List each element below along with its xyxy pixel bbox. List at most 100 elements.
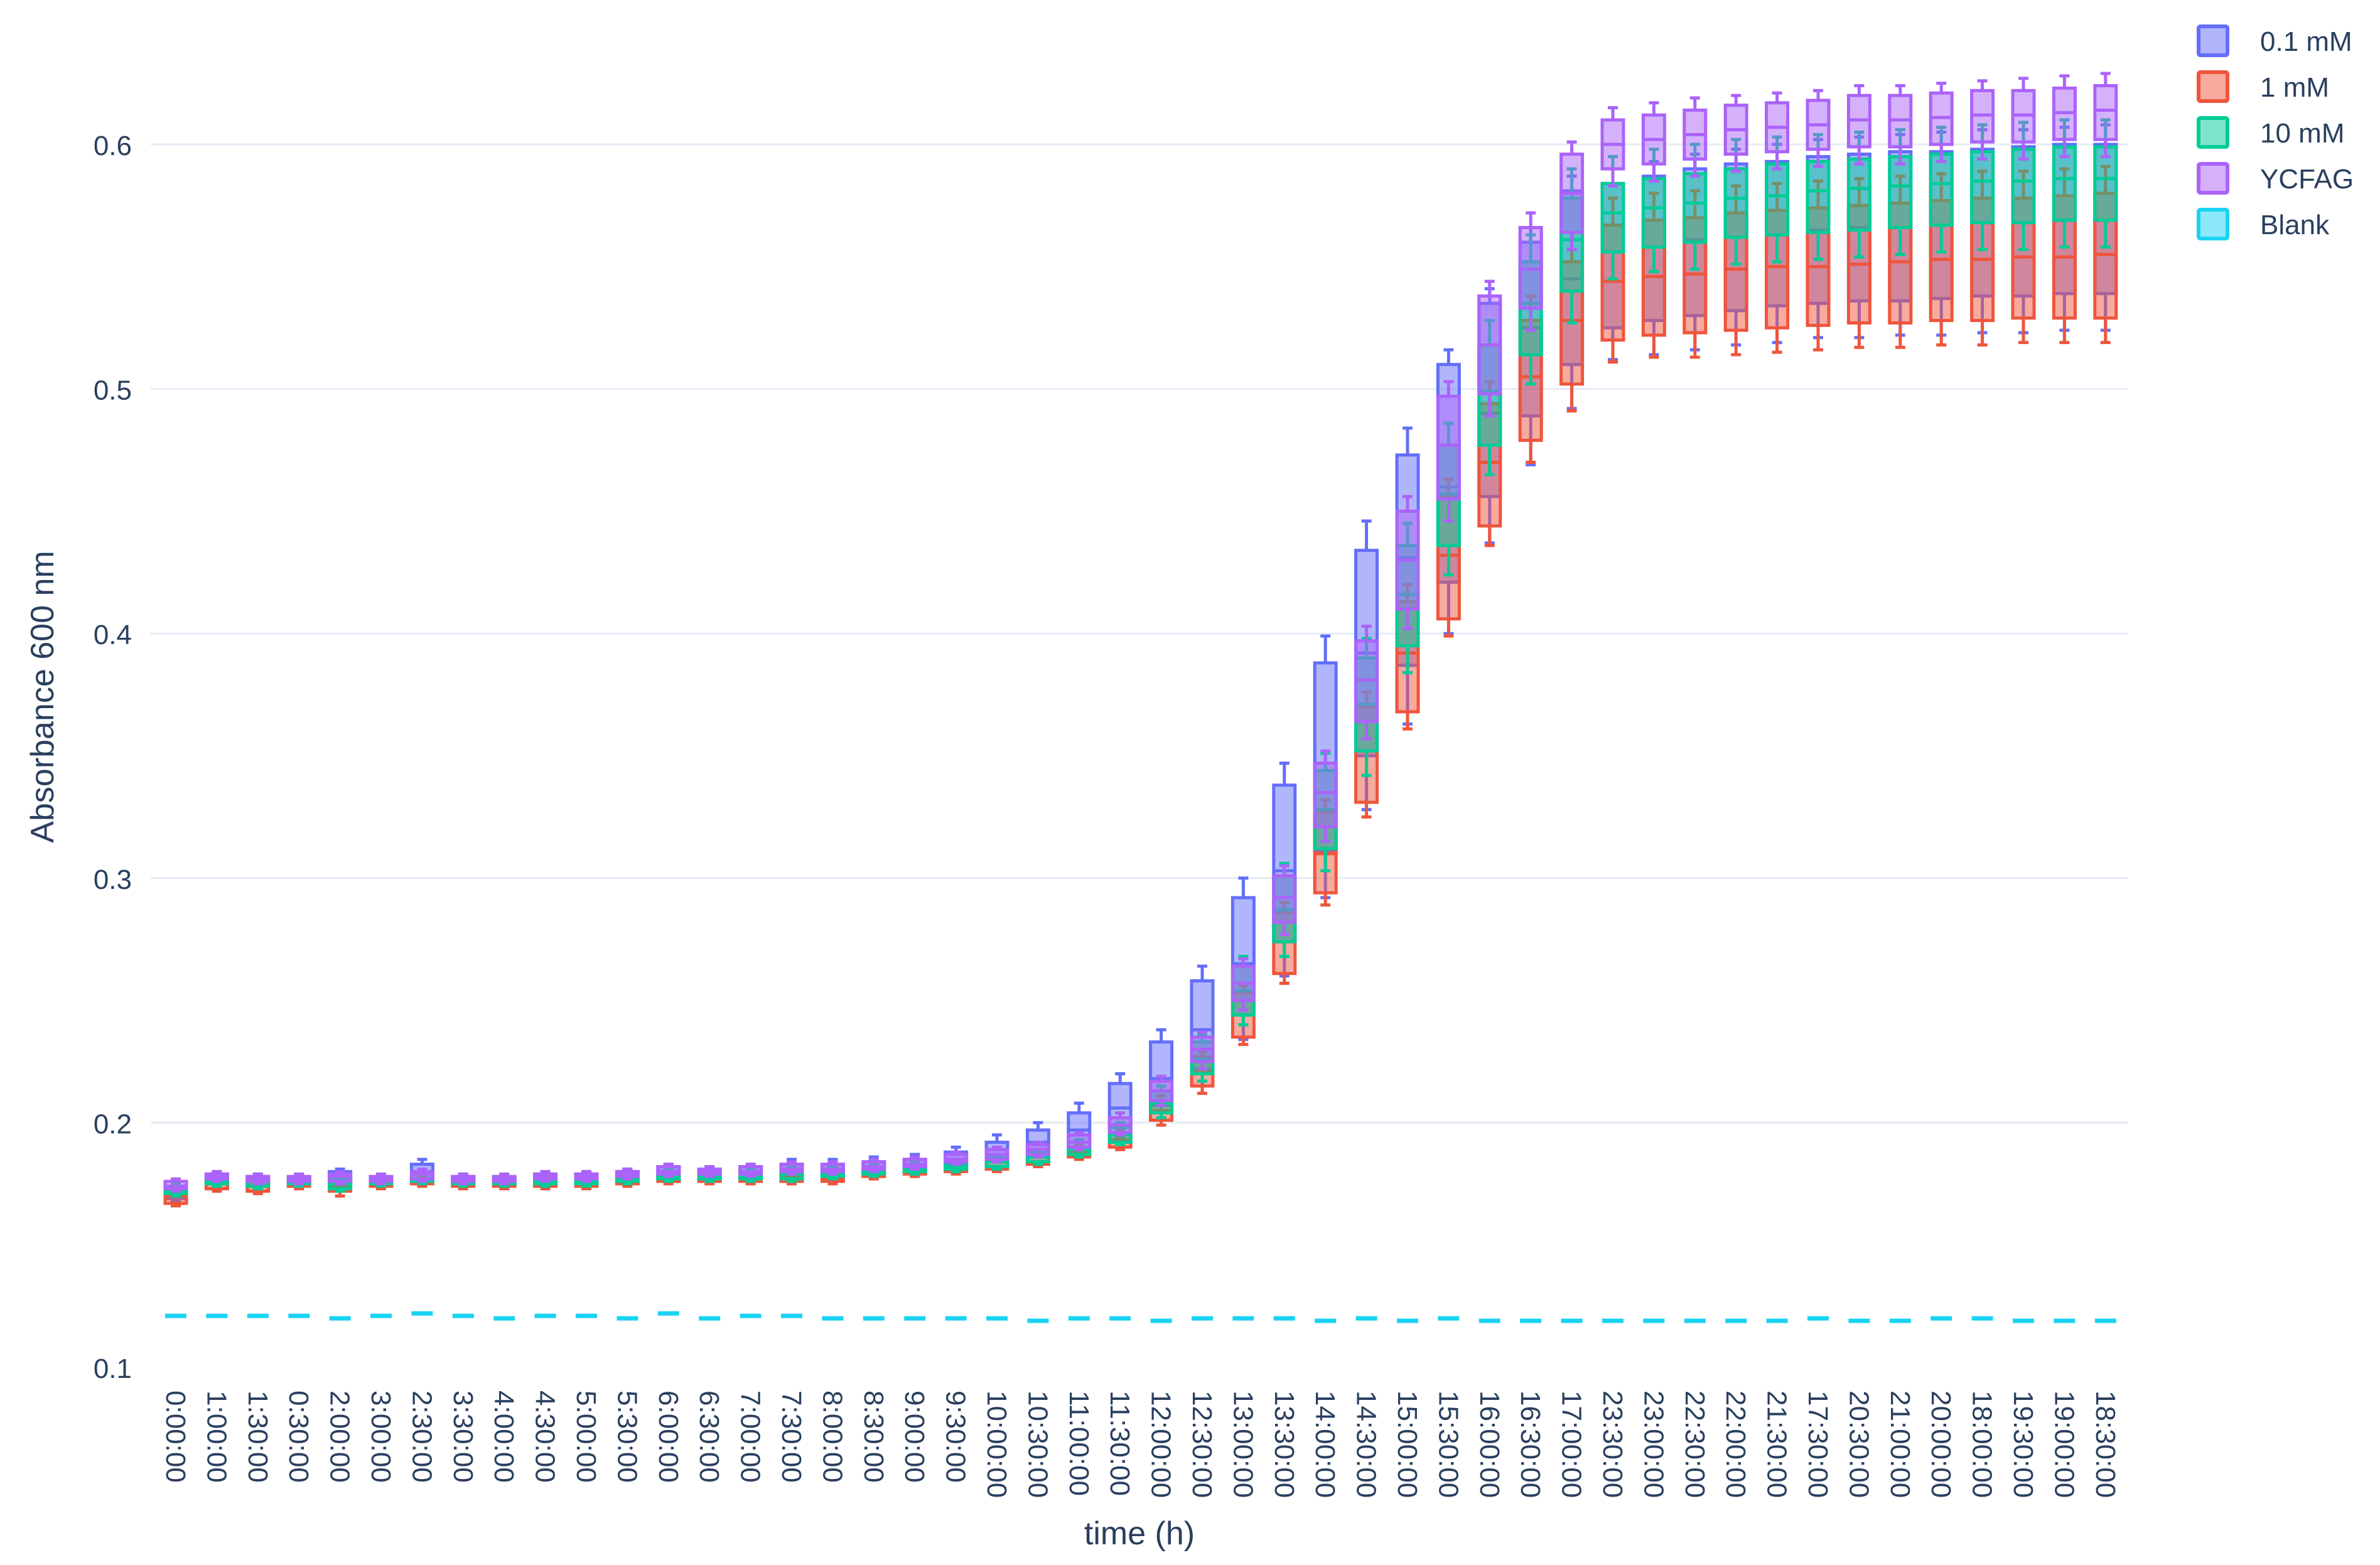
x-tick-label: 8:00:00 xyxy=(817,1390,848,1483)
x-tick-label: 21:30:00 xyxy=(1762,1390,1792,1498)
legend-item-ycfag[interactable]: YCFAG xyxy=(2197,162,2354,195)
box xyxy=(451,1172,476,1186)
box xyxy=(1723,94,1748,173)
box xyxy=(656,1163,681,1178)
legend-swatch xyxy=(2197,162,2229,195)
x-tick-label: 17:30:00 xyxy=(1802,1390,1833,1498)
y-tick-label: 0.6 xyxy=(94,131,132,161)
y-tick-label: 0.2 xyxy=(94,1109,132,1139)
legend-item-1-mm[interactable]: 1 mM xyxy=(2197,70,2329,103)
x-tick-label: 5:00:00 xyxy=(571,1390,601,1483)
box xyxy=(1765,91,1790,171)
box xyxy=(2011,121,2036,252)
box xyxy=(1313,749,1338,843)
box xyxy=(204,1170,229,1183)
x-tick-label: 4:00:00 xyxy=(488,1390,519,1483)
legend-item-10-mm[interactable]: 10 mM xyxy=(2197,116,2344,149)
box xyxy=(1929,82,1954,163)
x-tick-label: 19:00:00 xyxy=(2049,1390,2079,1498)
x-tick-label: 20:30:00 xyxy=(1843,1390,1874,1498)
box xyxy=(861,1158,886,1173)
box-body xyxy=(1723,167,1748,239)
x-tick-label: 7:00:00 xyxy=(735,1390,766,1483)
series-ycfag xyxy=(163,72,2118,1193)
x-tick-label: 21:00:00 xyxy=(1885,1390,1915,1498)
x-tick-label: 5:30:00 xyxy=(611,1390,642,1483)
x-tick-label: 19:30:00 xyxy=(2008,1390,2038,1498)
legend[interactable]: 0.1 mM 1 mM 10 mM YCFAG Blank xyxy=(2197,24,2354,240)
box xyxy=(1025,1141,1050,1159)
box xyxy=(1600,106,1625,188)
box xyxy=(2052,74,2077,158)
box xyxy=(2093,72,2118,158)
box-body xyxy=(2052,145,2077,222)
legend-label: 0.1 mM xyxy=(2260,26,2352,57)
box-body xyxy=(1806,159,1831,234)
x-tick-label: 22:00:00 xyxy=(1720,1390,1751,1498)
legend-swatch xyxy=(2197,208,2229,240)
x-tick-label: 9:30:00 xyxy=(940,1390,971,1483)
x-tick-label: 8:30:00 xyxy=(858,1390,889,1483)
x-tick-label: 3:00:00 xyxy=(365,1390,396,1483)
x-tick-label: 23:00:00 xyxy=(1638,1390,1669,1498)
y-tick-labels: 0.1 0.2 0.3 0.4 0.5 0.6 xyxy=(94,131,132,1384)
x-tick-label: 4:30:00 xyxy=(530,1390,561,1483)
x-tick-labels: 0:00:00 1:00:00 1:30:00 0:30:00 2:00:00 3:00:… xyxy=(160,1390,2121,1498)
x-tick-label: 3:30:00 xyxy=(448,1390,478,1483)
box xyxy=(533,1170,558,1183)
legend-swatch xyxy=(2197,116,2229,149)
box xyxy=(1888,83,1913,166)
box-body xyxy=(1888,154,1913,229)
box-body xyxy=(1436,394,1461,501)
x-tick-label: 13:30:00 xyxy=(1269,1390,1300,1498)
box xyxy=(1846,83,1871,166)
x-tick-label: 12:30:00 xyxy=(1187,1390,1217,1498)
x-tick-label: 14:00:00 xyxy=(1310,1390,1340,1498)
x-tick-label: 23:30:00 xyxy=(1597,1390,1628,1498)
box xyxy=(1806,89,1831,168)
box-body xyxy=(1683,172,1708,244)
x-tick-label: 13:00:00 xyxy=(1227,1390,1258,1498)
box xyxy=(1518,211,1543,332)
x-tick-label: 6:00:00 xyxy=(653,1390,684,1483)
x-tick-label: 15:30:00 xyxy=(1433,1390,1463,1498)
x-tick-label: 16:00:00 xyxy=(1474,1390,1505,1498)
x-tick-label: 12:00:00 xyxy=(1146,1390,1177,1498)
box-body xyxy=(1929,153,1954,227)
legend-swatch xyxy=(2197,24,2229,57)
legend-item-0.1-mm[interactable]: 0.1 mM xyxy=(2197,24,2352,57)
x-tick-label: 9:00:00 xyxy=(899,1390,930,1483)
x-tick-label: 18:30:00 xyxy=(2090,1390,2121,1498)
x-tick-label: 11:30:00 xyxy=(1104,1390,1135,1496)
box xyxy=(328,1170,353,1186)
x-axis-title: time (h) xyxy=(1084,1515,1195,1552)
legend-label: Blank xyxy=(2260,210,2330,240)
legend-item-blank[interactable]: Blank xyxy=(2197,208,2330,240)
legend-label: 1 mM xyxy=(2260,72,2329,103)
box xyxy=(779,1160,804,1176)
box xyxy=(1272,864,1297,936)
legend-label: YCFAG xyxy=(2260,164,2354,195)
box xyxy=(409,1167,434,1183)
box-body xyxy=(1600,181,1625,254)
box xyxy=(1970,79,1995,161)
box xyxy=(820,1160,845,1176)
box xyxy=(574,1170,599,1183)
box xyxy=(1395,495,1420,630)
box xyxy=(944,1150,969,1166)
box xyxy=(1559,140,1585,252)
y-tick-label: 0.5 xyxy=(94,375,132,406)
box xyxy=(2011,77,2036,161)
box-body xyxy=(1846,157,1871,232)
box-body xyxy=(2011,148,2036,225)
box-body xyxy=(1970,150,1995,225)
box xyxy=(245,1172,271,1186)
box xyxy=(163,1177,188,1193)
box-body xyxy=(2093,83,2118,141)
box xyxy=(1190,1030,1215,1071)
box xyxy=(615,1167,640,1181)
x-tick-label: 2:30:00 xyxy=(406,1390,437,1483)
y-gridlines xyxy=(151,143,2128,1124)
x-tick-label: 1:00:00 xyxy=(201,1390,232,1483)
